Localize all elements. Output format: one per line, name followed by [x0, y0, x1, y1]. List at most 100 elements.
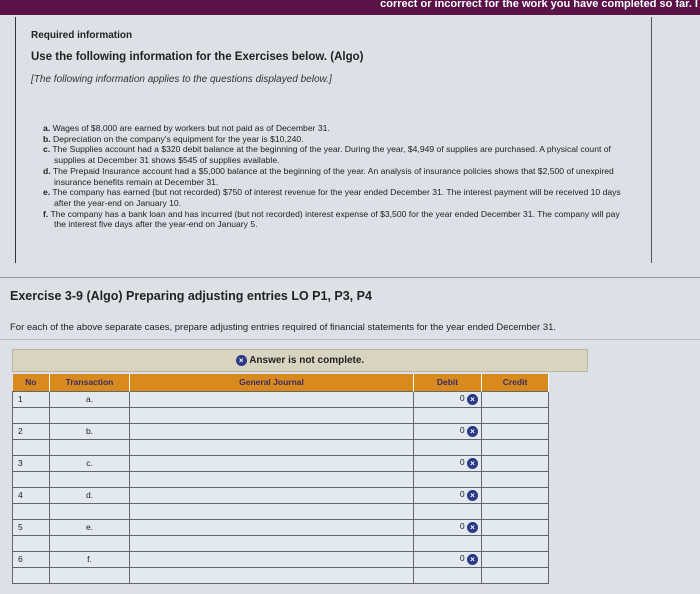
cell-transaction: f.	[49, 550, 130, 568]
general-journal-input[interactable]	[129, 406, 414, 424]
debit-input[interactable]	[413, 406, 482, 424]
cell-transaction	[49, 534, 130, 552]
cell-no: 5	[12, 518, 50, 536]
cell-transaction: e.	[49, 518, 130, 536]
credit-input[interactable]	[481, 550, 549, 568]
x-circle-icon: ×	[467, 393, 478, 405]
credit-input[interactable]	[481, 438, 549, 456]
debit-input[interactable]	[413, 534, 482, 552]
cell-transaction	[49, 470, 130, 488]
credit-input[interactable]	[481, 390, 549, 408]
table-row: 3 c. 0 ×	[12, 454, 549, 472]
info-note: [The following information applies to th…	[31, 74, 332, 85]
journal-table: No Transaction General Journal Debit Cre…	[12, 374, 549, 584]
credit-input[interactable]	[481, 566, 549, 584]
cell-transaction	[49, 566, 130, 584]
cell-no: 3	[12, 454, 50, 472]
item-text: The company has earned (but not recorded…	[52, 187, 621, 208]
cell-no: 1	[12, 390, 50, 408]
credit-input[interactable]	[481, 422, 549, 440]
info-item: f. The company has a bank loan and has i…	[43, 209, 623, 230]
cell-no	[12, 406, 50, 424]
item-text: The company has a bank loan and has incu…	[50, 208, 620, 230]
info-list: a. Wages of $8,000 are earned by workers…	[43, 123, 623, 230]
debit-input[interactable]: 0 ×	[413, 422, 482, 440]
item-text: Wages of $8,000 are earned by workers bu…	[52, 123, 330, 133]
info-item: b. Depreciation on the company's equipme…	[43, 134, 623, 145]
general-journal-input[interactable]	[129, 470, 414, 488]
debit-value: 0	[459, 489, 465, 500]
debit-input[interactable]: 0 ×	[413, 550, 482, 568]
item-letter: c.	[43, 144, 51, 155]
cell-transaction: a.	[49, 390, 130, 408]
info-heading: Use the following information for the Ex…	[31, 51, 364, 63]
cell-no: 4	[12, 486, 50, 504]
general-journal-input[interactable]	[129, 486, 414, 504]
divider	[0, 277, 700, 278]
debit-input[interactable]	[413, 502, 482, 520]
general-journal-input[interactable]	[129, 454, 414, 472]
credit-input[interactable]	[481, 502, 549, 520]
status-text: correct or incorrect for the work you ha…	[380, 0, 698, 10]
exercise-title: Exercise 3-9 (Algo) Preparing adjusting …	[10, 289, 372, 303]
table-row	[12, 534, 549, 552]
debit-input[interactable]: 0 ×	[413, 486, 482, 504]
cell-transaction	[49, 406, 130, 424]
col-debit: Debit	[413, 374, 482, 391]
general-journal-input[interactable]	[129, 390, 414, 408]
general-journal-input[interactable]	[129, 502, 414, 520]
item-letter: b.	[43, 133, 51, 144]
general-journal-input[interactable]	[129, 566, 414, 584]
info-item: c. The Supplies account had a $320 debit…	[43, 144, 623, 165]
cell-no	[12, 438, 50, 456]
cell-no	[12, 470, 50, 488]
credit-input[interactable]	[481, 406, 549, 424]
cell-no: 2	[12, 422, 50, 440]
debit-input[interactable]	[413, 470, 482, 488]
x-circle-icon: ×	[467, 489, 478, 501]
x-circle-icon: ×	[235, 354, 247, 366]
top-status-bar: correct or incorrect for the work you ha…	[0, 0, 700, 15]
credit-input[interactable]	[481, 534, 549, 552]
item-text: The Prepaid Insurance account had a $5,0…	[52, 165, 614, 187]
col-general-journal: General Journal	[129, 374, 414, 391]
cell-no	[12, 502, 50, 520]
col-transaction: Transaction	[49, 374, 130, 391]
debit-value: 0	[459, 457, 465, 468]
debit-input[interactable]: 0 ×	[413, 518, 482, 536]
item-text: The Supplies account had a $320 debit ba…	[52, 144, 611, 166]
item-letter: e.	[43, 187, 51, 198]
cell-transaction: b.	[49, 422, 130, 440]
general-journal-input[interactable]	[129, 550, 414, 568]
item-text: Depreciation on the company's equipment …	[53, 133, 304, 144]
cell-no	[12, 566, 50, 584]
general-journal-input[interactable]	[129, 518, 414, 536]
debit-value: 0	[459, 393, 465, 404]
debit-input[interactable]	[413, 438, 482, 456]
table-row: 6 f. 0 ×	[12, 550, 549, 568]
debit-input[interactable]: 0 ×	[413, 390, 482, 408]
credit-input[interactable]	[481, 486, 549, 504]
col-no: No	[12, 374, 50, 391]
cell-no: 6	[12, 550, 50, 568]
x-circle-icon: ×	[467, 521, 478, 533]
table-row	[12, 566, 549, 584]
credit-input[interactable]	[481, 454, 549, 472]
table-row	[12, 502, 549, 520]
banner-text: Answer is not complete.	[249, 355, 365, 366]
debit-input[interactable]: 0 ×	[413, 454, 482, 472]
table-row: 5 e. 0 ×	[12, 518, 549, 536]
debit-input[interactable]	[413, 566, 482, 584]
x-circle-icon: ×	[467, 457, 478, 469]
general-journal-input[interactable]	[129, 422, 414, 440]
exercise-instruction: For each of the above separate cases, pr…	[10, 322, 557, 333]
cell-transaction: d.	[49, 486, 130, 504]
info-item: a. Wages of $8,000 are earned by workers…	[43, 123, 623, 134]
table-row: 2 b. 0 ×	[12, 422, 549, 440]
item-letter: d.	[43, 165, 51, 176]
general-journal-input[interactable]	[129, 534, 414, 552]
credit-input[interactable]	[481, 518, 549, 536]
credit-input[interactable]	[481, 470, 549, 488]
general-journal-input[interactable]	[129, 438, 414, 456]
table-row	[12, 406, 549, 424]
